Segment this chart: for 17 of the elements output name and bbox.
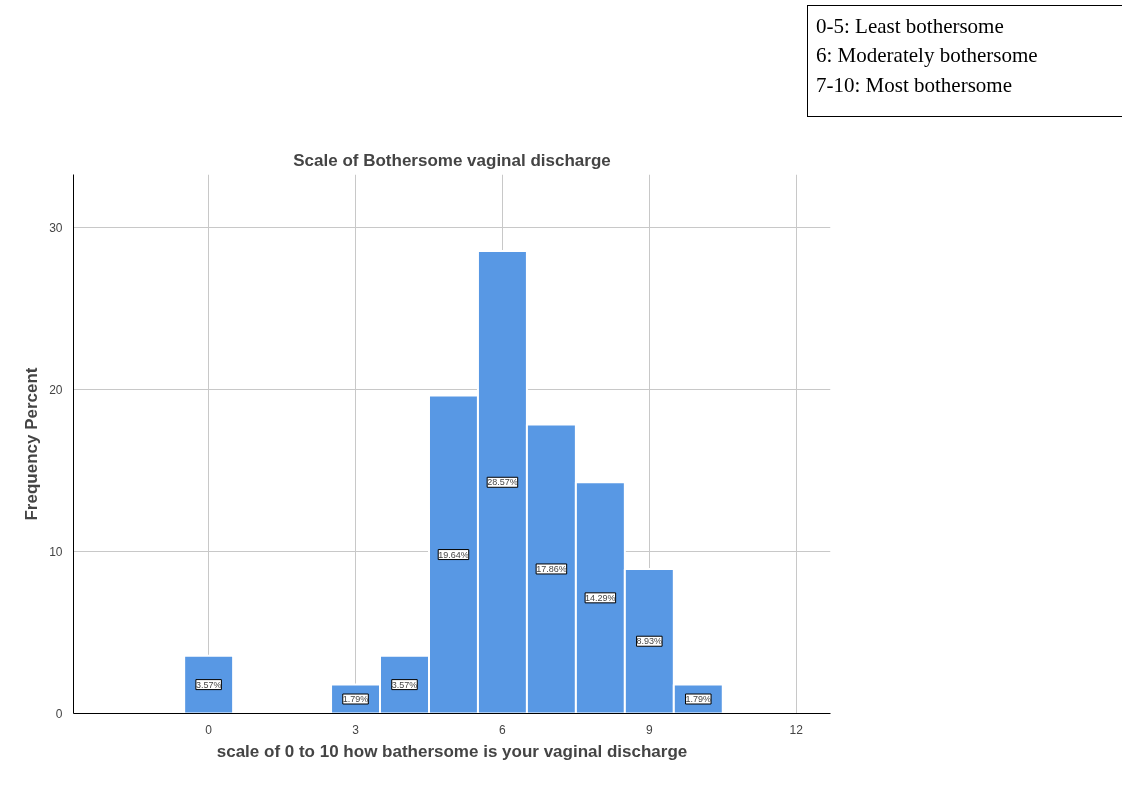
text: 0-5: Least bothersome 6: Moderately bothersome 7-10: Most bothersome — [816, 13, 1038, 99]
data-label: 8.93% — [636, 636, 663, 647]
x-axis-title: scale of 0 to 10 how bathersome is your vaginal discharge — [216, 741, 688, 761]
data-label: 1.79% — [342, 694, 369, 705]
y-tick-label: 20 — [49, 383, 63, 398]
x-tick-label: 9 — [645, 722, 653, 737]
x-tick-label: 3 — [352, 722, 360, 737]
data-label: 3.57% — [391, 679, 418, 690]
chart-title: Scale of Bothersome vaginal discharge — [293, 150, 611, 170]
data-label: 3.57% — [195, 679, 222, 690]
y-tick-label: 10 — [49, 545, 63, 560]
x-tick-label: 0 — [205, 722, 213, 737]
y-tick-label: 30 — [49, 221, 63, 236]
y-axis-title: Frequency Percent — [22, 367, 42, 521]
y-tick-label: 0 — [55, 707, 63, 721]
x-tick-label: 12 — [789, 722, 804, 737]
x-tick-label: 6 — [499, 722, 507, 737]
